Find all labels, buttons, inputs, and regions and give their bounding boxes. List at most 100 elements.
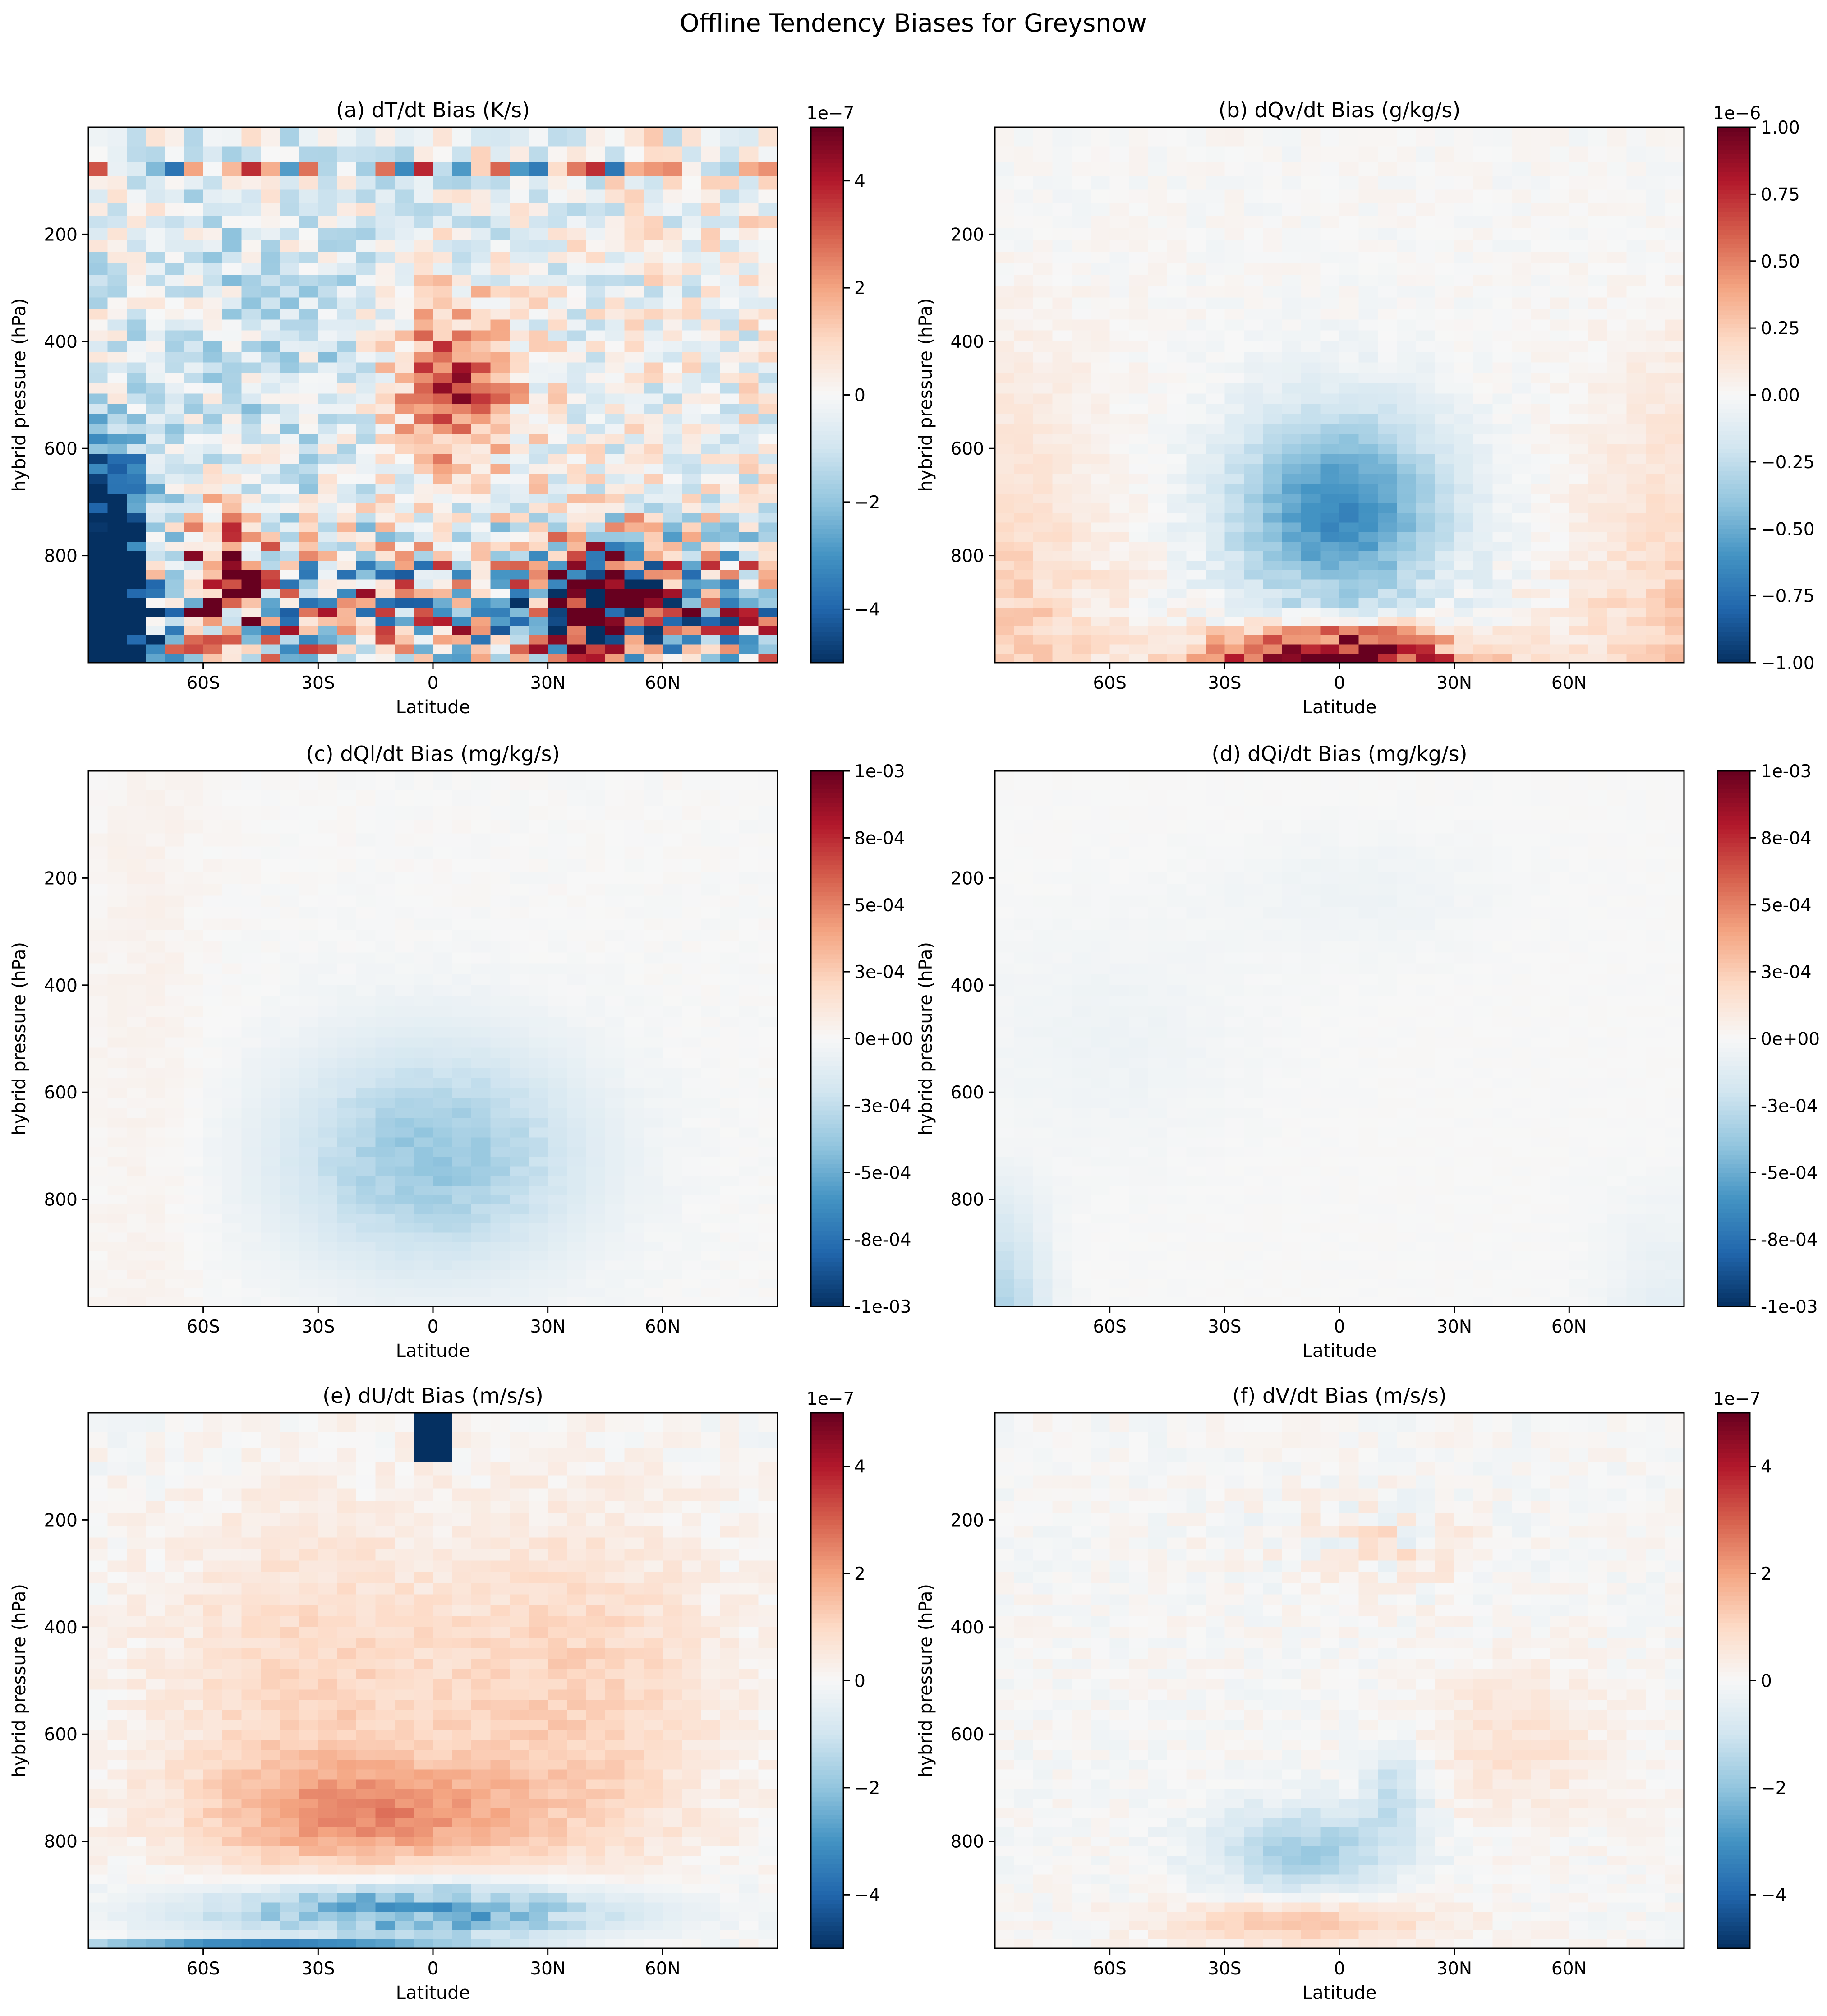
heatmap-cell [1129,589,1149,599]
heatmap-cell [490,884,510,896]
heatmap-cell [548,653,567,663]
heatmap-cell [203,1213,223,1224]
heatmap-cell [1129,286,1149,298]
heatmap-cell [452,215,472,228]
heatmap-cell [567,424,587,435]
heatmap-cell [471,1058,491,1069]
heatmap-cell [146,872,166,884]
heatmap-cell [1224,176,1244,190]
heatmap-cell [433,352,452,363]
heatmap-cell [241,805,261,821]
heatmap-cell [509,626,529,636]
heatmap-cell [586,362,606,374]
heatmap-cell [337,1117,357,1128]
heatmap-cell [222,1186,242,1195]
heatmap-cell [88,474,108,484]
heatmap-cell [107,1279,127,1289]
heatmap-cell [280,551,299,561]
heatmap-cell [1167,383,1187,394]
heatmap-cell [165,383,184,394]
heatmap-cell [318,1288,338,1298]
heatmap-cell [471,161,491,177]
heatmap-cell [222,297,242,309]
heatmap-cell [1626,635,1646,645]
heatmap-cell [1148,215,1168,228]
heatmap-cell [107,617,127,627]
heatmap-cell [1397,252,1417,264]
heatmap-cell [1091,494,1110,504]
heatmap-cell [126,918,146,931]
heatmap-cell [1301,589,1321,599]
heatmap-cell [1646,494,1666,504]
heatmap-cell [1607,551,1627,561]
heatmap-cell [165,1147,184,1157]
heatmap-cell [529,424,548,435]
heatmap-cell [1435,589,1455,599]
heatmap-cell [1148,434,1168,445]
heatmap-cell [414,464,433,475]
heatmap-cell [146,1204,166,1214]
heatmap-cell [1607,522,1627,533]
heatmap-cell [471,907,491,919]
colorbar-segment [811,448,843,453]
heatmap-cell [126,1006,146,1017]
heatmap-cell [1052,635,1072,645]
heatmap-cell [433,494,452,504]
heatmap-cell [624,240,644,252]
heatmap-cell [1014,570,1034,580]
heatmap-cell [184,1223,204,1233]
heatmap-cell [203,1047,223,1058]
heatmap-cell [1531,362,1551,374]
heatmap-cell [1129,551,1149,561]
heatmap-cell [1607,176,1627,190]
heatmap-cell [1454,653,1474,663]
heatmap-cell [720,579,740,590]
heatmap-cell [1052,393,1072,404]
heatmap-cell [241,444,261,455]
heatmap-cell [1243,598,1263,608]
heatmap-cell [1263,286,1283,298]
heatmap-cell [1109,444,1129,455]
heatmap-cell [509,414,529,425]
heatmap-cell [471,963,491,975]
heatmap-cell [318,1016,338,1028]
heatmap-cell [739,532,759,542]
heatmap-cell [433,146,452,162]
heatmap-cell [1301,644,1321,654]
heatmap-cell [1607,414,1627,425]
heatmap-cell [395,464,414,475]
heatmap-cell [663,424,682,435]
heatmap-cell [318,805,338,821]
heatmap-cell [184,215,204,228]
heatmap-cell [663,434,682,445]
heatmap-cell [203,1204,223,1214]
heatmap-cell [375,635,395,645]
heatmap-cell [280,1058,299,1069]
heatmap-cell [1416,598,1436,608]
colorbar-segment [811,274,843,279]
heatmap-cell [1052,146,1072,162]
heatmap-cell [318,203,338,216]
heatmap-cell [758,551,778,561]
heatmap-cell [586,404,606,415]
heatmap-cell [1186,215,1206,228]
heatmap-cell [1263,570,1283,580]
heatmap-cell [1033,319,1053,331]
heatmap-cell [1569,424,1589,435]
heatmap-cell [184,952,204,964]
colorbar-segment [1717,332,1750,337]
heatmap-cell [739,203,759,216]
heatmap-cell [1282,513,1302,523]
heatmap-cell [1492,362,1512,374]
heatmap-cell [203,1195,223,1205]
heatmap-cell [184,146,204,162]
heatmap-cell [1052,424,1072,435]
heatmap-cell [605,589,625,599]
heatmap-cell [433,474,452,484]
heatmap-cell [509,373,529,384]
heatmap-cell [509,522,529,533]
heatmap-cell [1129,561,1149,571]
heatmap-cell [165,635,184,645]
heatmap-cell [758,352,778,363]
heatmap-cell [414,1078,433,1089]
